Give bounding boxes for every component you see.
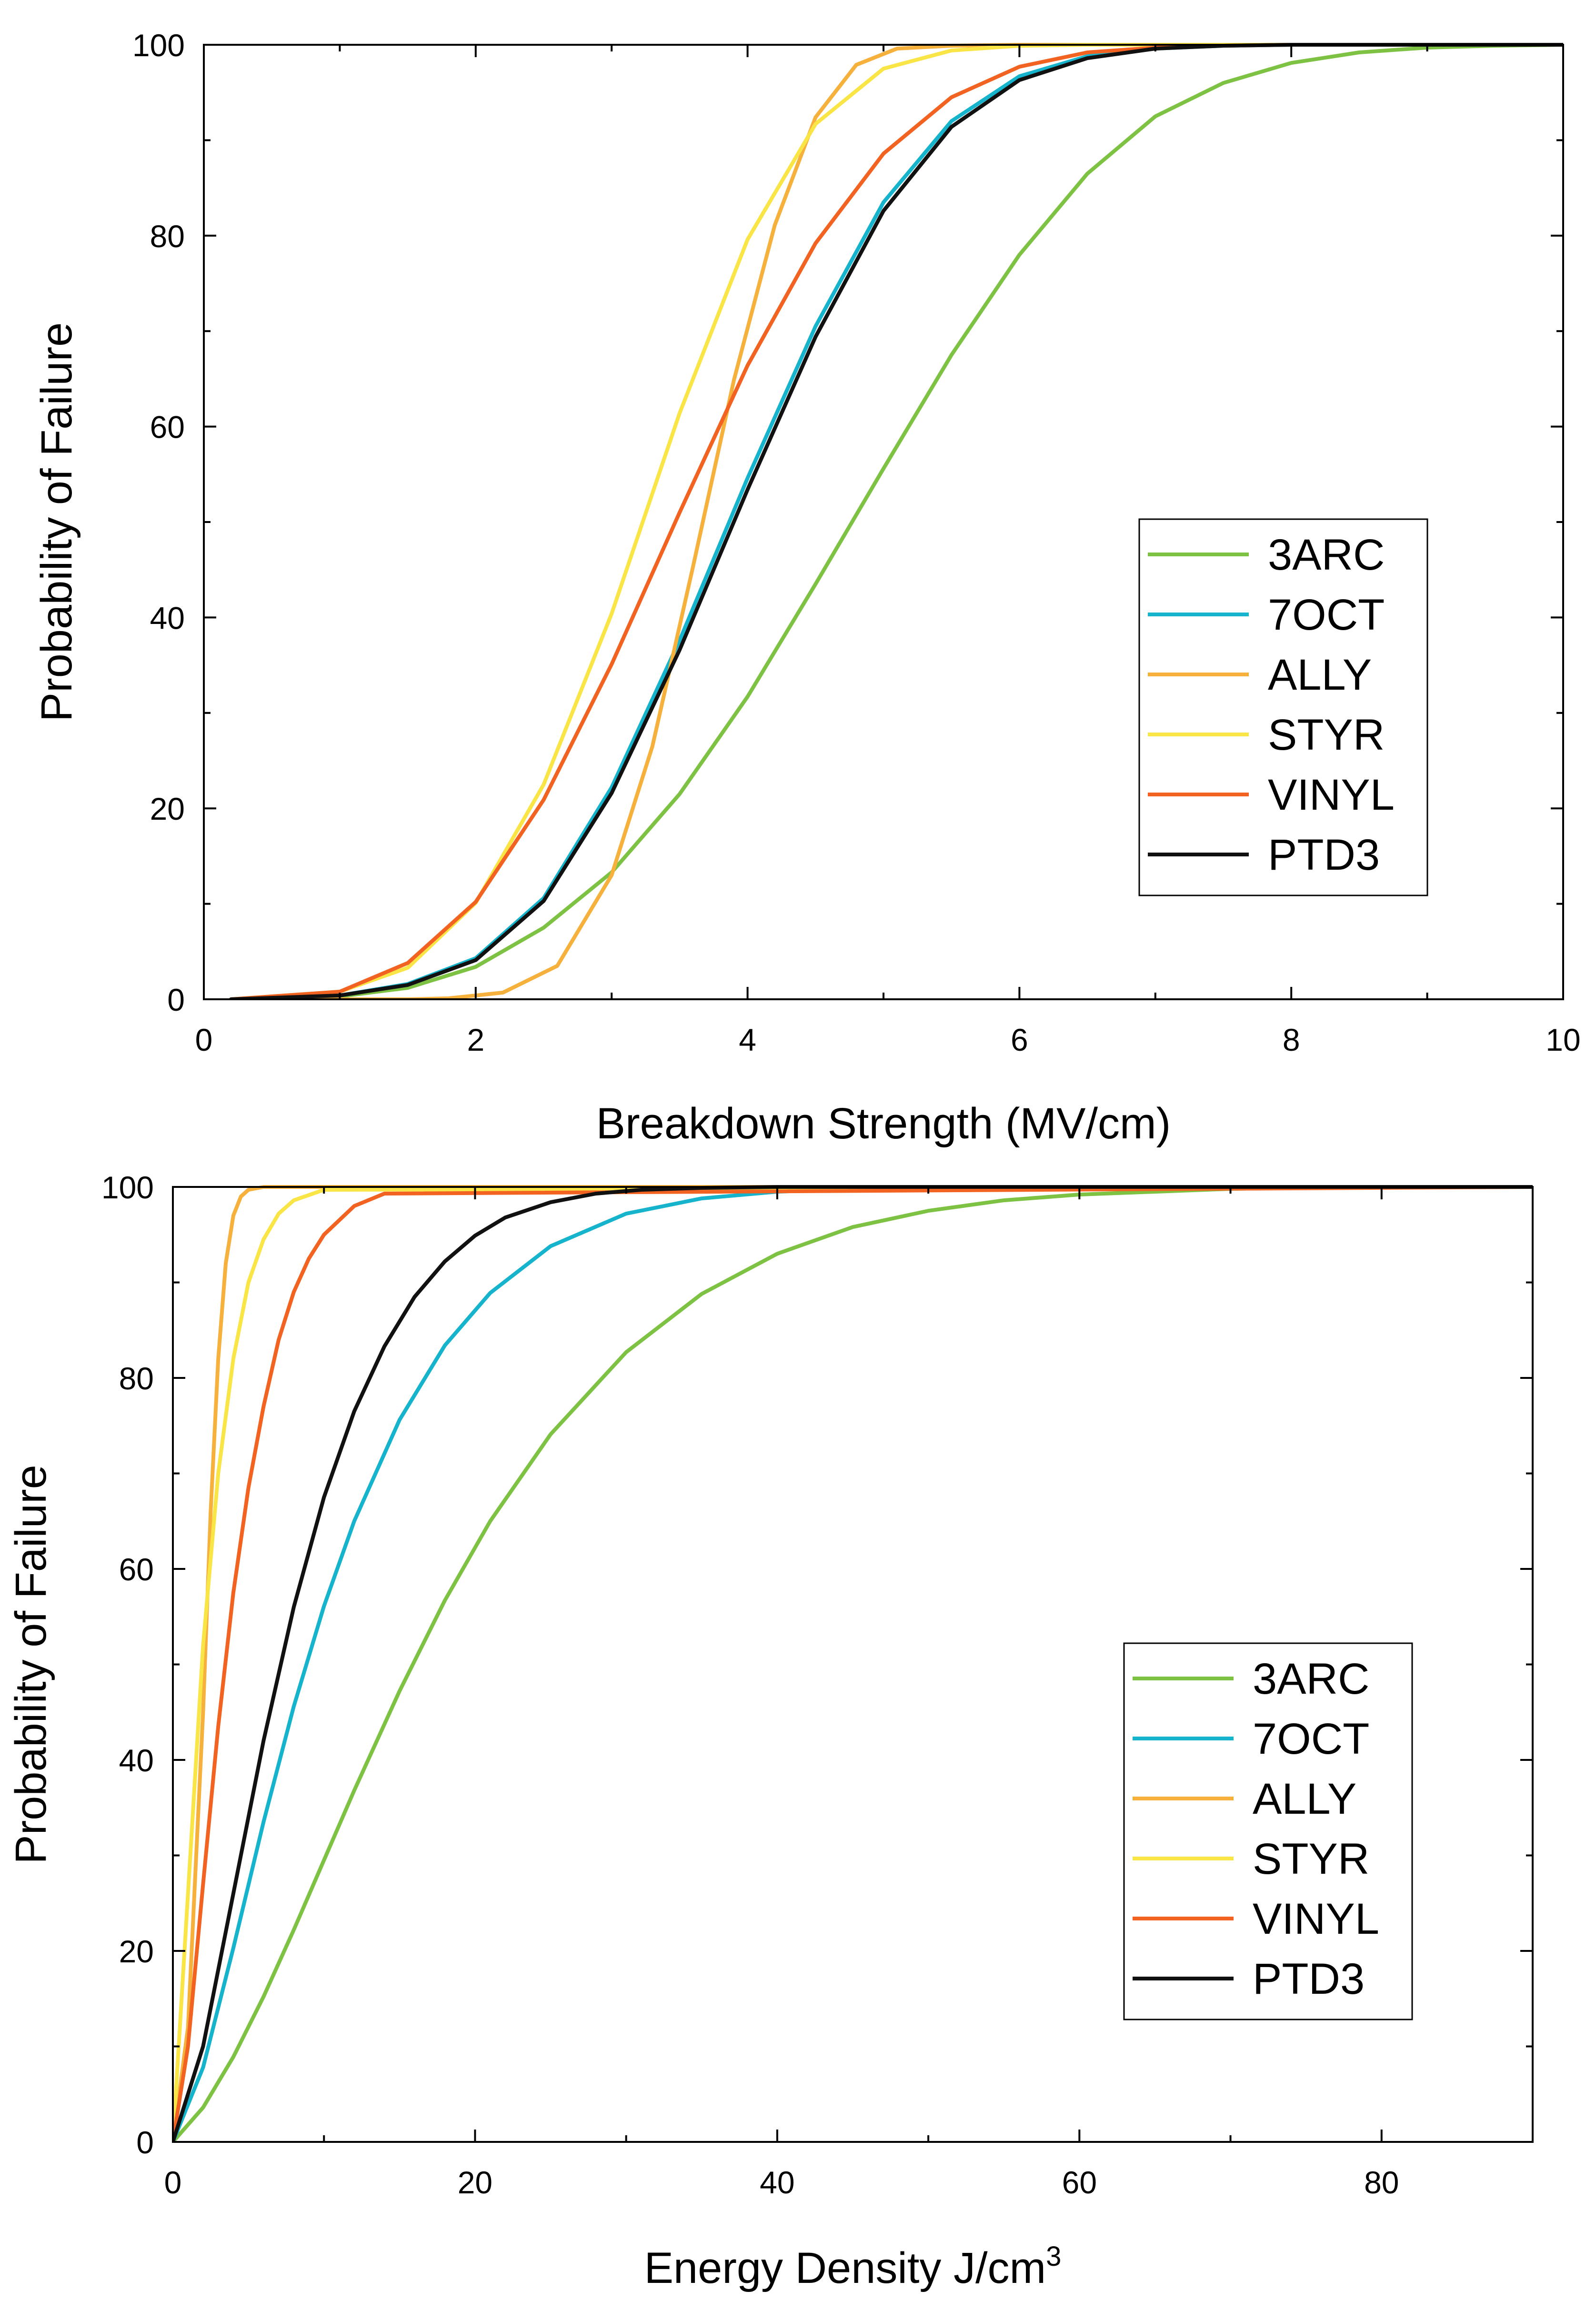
legend-label-ally: ALLY [1268,651,1372,699]
x-axis-title-superscript: 3 [1046,2241,1061,2272]
y-tick-label: 60 [119,1552,154,1587]
series-line-ptd3 [173,1185,1533,2142]
legend-label-styr: STYR [1253,1835,1369,1883]
x-tick-label: 40 [760,2165,794,2200]
legend-label-styr: STYR [1268,711,1385,759]
legend-label-3arc: 3ARC [1268,531,1385,579]
y-axis-title: Probability of Failure [32,322,81,722]
y-tick-label: 60 [150,410,185,445]
series-line-3arc [173,1185,1533,2142]
x-tick-label: 4 [739,1022,756,1057]
chart-panel-2: 0 20 40 60 80 0 20 40 60 80 100 Energy Density J/cm… [7,1170,1534,2292]
x-tick-label: 0 [164,2165,182,2200]
legend-box [1138,518,1428,896]
x-tick-label: 20 [458,2165,492,2200]
x-tick-label: 2 [467,1022,484,1057]
x-axis-title: Breakdown Strength (MV/cm) [596,1099,1171,1148]
y-tick-label: 20 [119,1934,154,1969]
legend-label-vinyl: VINYL [1268,771,1395,819]
legend-label-ally: ALLY [1253,1775,1356,1823]
x-tick-label: 8 [1283,1022,1300,1057]
legend-label-ptd3: PTD3 [1268,831,1380,879]
y-tick-label: 80 [119,1361,154,1396]
x-tick-label: 0 [195,1022,213,1057]
series-line-styr [173,1185,1533,2142]
y-tick-label: 0 [167,982,185,1017]
y-tick-label: 40 [150,600,185,635]
legend-label-3arc: 3ARC [1253,1655,1369,1703]
y-tick-label: 20 [150,791,185,826]
y-tick-label: 0 [136,2125,154,2160]
y-tick-label: 100 [101,1170,154,1205]
legend-box [1123,1642,1413,2020]
legend-label-7oct: 7OCT [1268,591,1385,639]
x-tick-label: 60 [1062,2165,1097,2200]
y-tick-label: 80 [150,219,185,254]
x-tick-label: 80 [1364,2165,1399,2200]
x-tick-label: 6 [1011,1022,1028,1057]
x-axis-title: Energy Density J/cm3 [644,2241,1062,2292]
legend-label-vinyl: VINYL [1253,1895,1379,1943]
y-tick-label: 100 [132,28,185,63]
x-axis-title-text: Energy Density J/cm [644,2244,1046,2292]
series-line-vinyl [173,1185,1533,2142]
legend-label-ptd3: PTD3 [1253,1955,1365,2003]
series-line-styr [229,43,1563,999]
y-tick-label: 40 [119,1743,154,1778]
series-line-3arc [229,43,1563,999]
legend-label-7oct: 7OCT [1253,1715,1369,1763]
x-tick-label: 10 [1546,1022,1580,1057]
x-axis-title-text: Breakdown Strength (MV/cm) [596,1099,1171,1148]
y-axis-title: Probability of Failure [7,1465,55,1864]
